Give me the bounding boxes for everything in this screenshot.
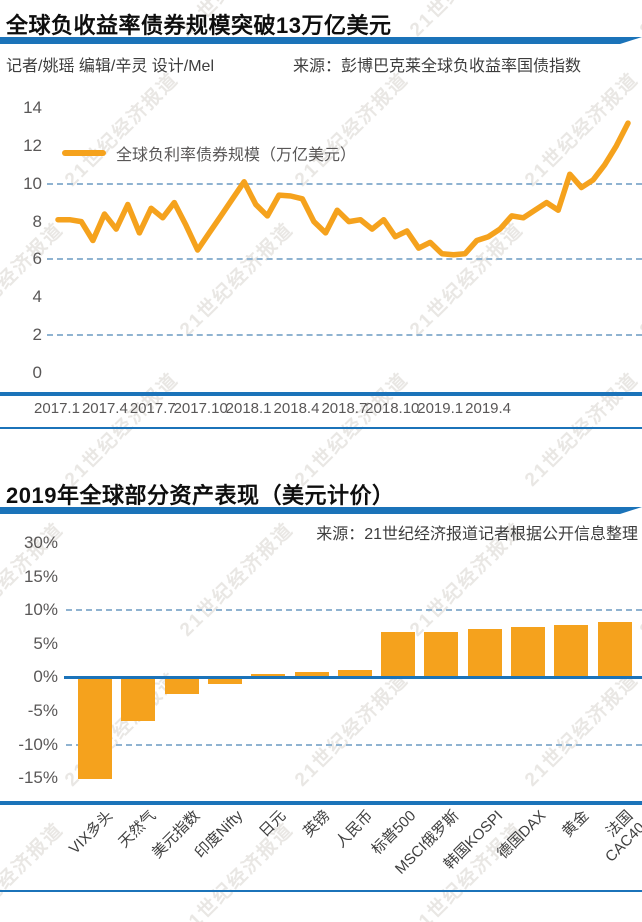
chart1-xtick-2019.4: 2019.4 xyxy=(465,400,512,417)
chart1-gridline-10 xyxy=(47,182,642,185)
bar-韩国KOSPI xyxy=(467,629,502,676)
chart2-ytick--15%: -15% xyxy=(18,768,58,788)
chart2-title-underline xyxy=(0,507,642,514)
legend-line-swatch xyxy=(62,150,106,156)
bar-德国DAX xyxy=(511,626,545,676)
chart1-xtick-2018.7: 2018.7 xyxy=(321,400,368,417)
chart1-ytick-0: 0 xyxy=(32,363,42,382)
chart2-ytick-5%: 5% xyxy=(33,633,58,653)
negative-yield-bond-line-series xyxy=(55,120,631,258)
chart1-source: 来源：彭博巴克莱全球负收益率国债指数 xyxy=(293,58,582,75)
chart2-ytick-10%: 10% xyxy=(23,600,58,620)
chart1-xtick-2019.1: 2019.1 xyxy=(417,400,464,417)
bar-法国CAC40 xyxy=(597,622,632,676)
chart2-ytick--10%: -10% xyxy=(18,734,58,754)
bar-标普500 xyxy=(381,632,416,676)
chart1-ytick-6: 6 xyxy=(32,249,42,269)
chart2-source: 来源：21世纪经济报道记者根据公开信息整理 xyxy=(316,526,638,543)
chart1-xtick-2018.4: 2018.4 xyxy=(273,400,320,417)
chart1-gridline-6 xyxy=(47,258,642,261)
chart1-xtick-2017.4: 2017.4 xyxy=(81,400,128,417)
chart1-xtick-2017.10: 2017.10 xyxy=(173,400,228,417)
bar-日元 xyxy=(251,674,286,676)
bar-印度Nifty xyxy=(207,679,242,684)
chart1-gridline-2 xyxy=(47,334,642,337)
chart2-ytick-0%: 0% xyxy=(33,667,58,687)
bar-MSCI俄罗斯 xyxy=(424,631,459,676)
bar-chart-zero-line xyxy=(64,676,642,679)
chart1-xaxis-rule-top xyxy=(0,392,642,396)
bar-VIX多头 xyxy=(78,679,112,779)
bar-英镑 xyxy=(294,672,329,676)
chart1-ytick-4: 4 xyxy=(32,287,42,307)
bar-人民币 xyxy=(337,670,372,676)
chart2-gridline-10% xyxy=(66,609,642,612)
chart1-xtick-2018.10: 2018.10 xyxy=(365,400,420,417)
legend-label: 全球负利率债券规模（万亿美元） xyxy=(116,147,357,164)
chart2-title: 2019年全球部分资产表现（美元计价） xyxy=(6,483,395,508)
chart2-ytick-15%: 15% xyxy=(23,566,58,586)
chart2-ytick--5%: -5% xyxy=(27,701,58,720)
chart1-title: 全球负收益率债券规模突破13万亿美元 xyxy=(6,13,392,38)
chart1-ytick-2: 2 xyxy=(32,325,42,345)
bar-黄金 xyxy=(554,624,589,676)
chart1-ytick-10: 10 xyxy=(23,173,42,193)
chart1-byline: 记者/姚瑶 编辑/辛灵 设计/Mel xyxy=(6,58,215,75)
chart1-title-underline xyxy=(0,37,642,44)
chart1-xtick-2017.1: 2017.1 xyxy=(34,400,80,417)
chart2-xaxis-rule-top xyxy=(0,801,642,805)
chart1-ytick-8: 8 xyxy=(32,211,42,231)
chart1-legend: 全球负利率债券规模（万亿美元） xyxy=(62,141,356,165)
chart1-ytick-14: 14 xyxy=(23,98,42,117)
chart1-xaxis-rule-bottom xyxy=(0,427,642,429)
chart1-xtick-2018.1: 2018.1 xyxy=(225,400,272,417)
bar-天然气 xyxy=(121,679,156,722)
chart1-ytick-12: 12 xyxy=(23,135,42,155)
bar-美元指数 xyxy=(164,679,199,694)
chart2-xaxis-rule-bottom xyxy=(0,890,642,892)
chart1-xtick-2017.7: 2017.7 xyxy=(129,400,176,417)
chart2-gridline--10% xyxy=(66,743,642,746)
chart2-xtick-法国CAC40: 法国 CAC40 xyxy=(601,807,642,866)
chart2-ytick-30%: 30% xyxy=(23,533,58,552)
line-chart-plot xyxy=(55,120,631,258)
